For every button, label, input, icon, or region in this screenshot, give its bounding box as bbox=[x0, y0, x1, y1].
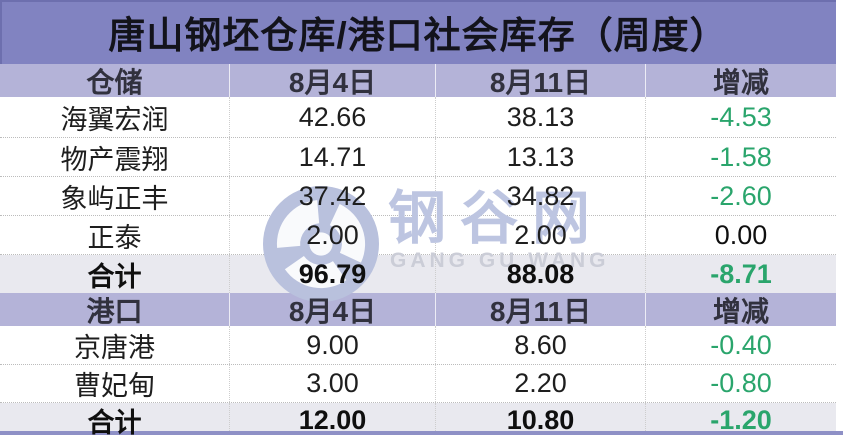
inventory-table: 仓储 8月4日 8月11日 增减 海翼宏润 42.66 38.13 -4.53 … bbox=[0, 64, 836, 435]
value-change: 0.00 bbox=[714, 219, 768, 250]
total-aug4: 96.79 bbox=[298, 258, 367, 289]
footer-strip bbox=[0, 431, 843, 435]
warehouse-header-row: 仓储 8月4日 8月11日 增减 bbox=[0, 64, 836, 98]
value-aug11: 2.20 bbox=[514, 368, 567, 398]
port-name: 曹妃甸 bbox=[74, 371, 155, 401]
header-warehouse: 仓储 bbox=[86, 66, 143, 98]
table-row: 正泰 2.00 2.00 0.00 bbox=[0, 216, 836, 255]
value-aug4: 42.66 bbox=[298, 101, 367, 132]
warehouse-name: 正泰 bbox=[87, 222, 142, 253]
value-aug4: 3.00 bbox=[306, 368, 359, 398]
table-row: 海翼宏润 42.66 38.13 -4.53 bbox=[0, 97, 836, 138]
header-port: 港口 bbox=[86, 295, 143, 327]
table-row: 曹妃甸 3.00 2.20 -0.80 bbox=[0, 365, 836, 403]
total-change: -8.71 bbox=[710, 258, 772, 289]
value-aug11: 34.82 bbox=[506, 180, 575, 211]
title-bar: 唐山钢坯仓库/港口社会库存（周度） bbox=[0, 0, 836, 64]
port-total-row: 合计 12.00 10.80 -1.20 bbox=[0, 403, 836, 435]
value-change: -4.53 bbox=[710, 101, 772, 132]
header-aug4: 8月4日 bbox=[288, 295, 377, 327]
warehouse-name: 海翼宏润 bbox=[60, 104, 169, 135]
value-aug11: 13.13 bbox=[506, 141, 575, 172]
port-name: 京唐港 bbox=[74, 332, 155, 363]
value-aug11: 38.13 bbox=[506, 101, 575, 132]
total-aug11: 88.08 bbox=[506, 258, 575, 289]
total-aug11: 10.80 bbox=[506, 404, 575, 435]
warehouse-name: 物产震翔 bbox=[60, 144, 169, 175]
header-change: 增减 bbox=[712, 295, 769, 327]
value-aug4: 9.00 bbox=[306, 329, 359, 360]
value-change: -1.58 bbox=[710, 141, 772, 172]
value-change: -0.40 bbox=[710, 329, 772, 360]
value-aug4: 2.00 bbox=[306, 219, 359, 250]
value-change: -2.60 bbox=[710, 180, 772, 211]
header-aug11: 8月11日 bbox=[489, 295, 592, 327]
header-aug4: 8月4日 bbox=[288, 66, 377, 98]
table-row: 物产震翔 14.71 13.13 -1.58 bbox=[0, 138, 836, 177]
value-aug4: 14.71 bbox=[298, 141, 367, 172]
value-aug11: 2.00 bbox=[514, 219, 567, 250]
total-label: 合计 bbox=[87, 407, 142, 435]
total-label: 合计 bbox=[87, 261, 142, 292]
total-change: -1.20 bbox=[710, 404, 772, 435]
value-aug4: 37.42 bbox=[298, 180, 367, 211]
total-aug4: 12.00 bbox=[298, 404, 367, 435]
table-row: 象屿正丰 37.42 34.82 -2.60 bbox=[0, 177, 836, 216]
warehouse-name: 象屿正丰 bbox=[60, 183, 169, 214]
value-change: -0.80 bbox=[710, 368, 772, 398]
value-aug11: 8.60 bbox=[514, 329, 567, 360]
warehouse-total-row: 合计 96.79 88.08 -8.71 bbox=[0, 255, 836, 293]
header-aug11: 8月11日 bbox=[489, 66, 592, 98]
table-row: 京唐港 9.00 8.60 -0.40 bbox=[0, 326, 836, 365]
page-title: 唐山钢坯仓库/港口社会库存（周度） bbox=[108, 15, 728, 56]
port-header-row: 港口 8月4日 8月11日 增减 bbox=[0, 293, 836, 327]
header-change: 增减 bbox=[712, 66, 769, 98]
